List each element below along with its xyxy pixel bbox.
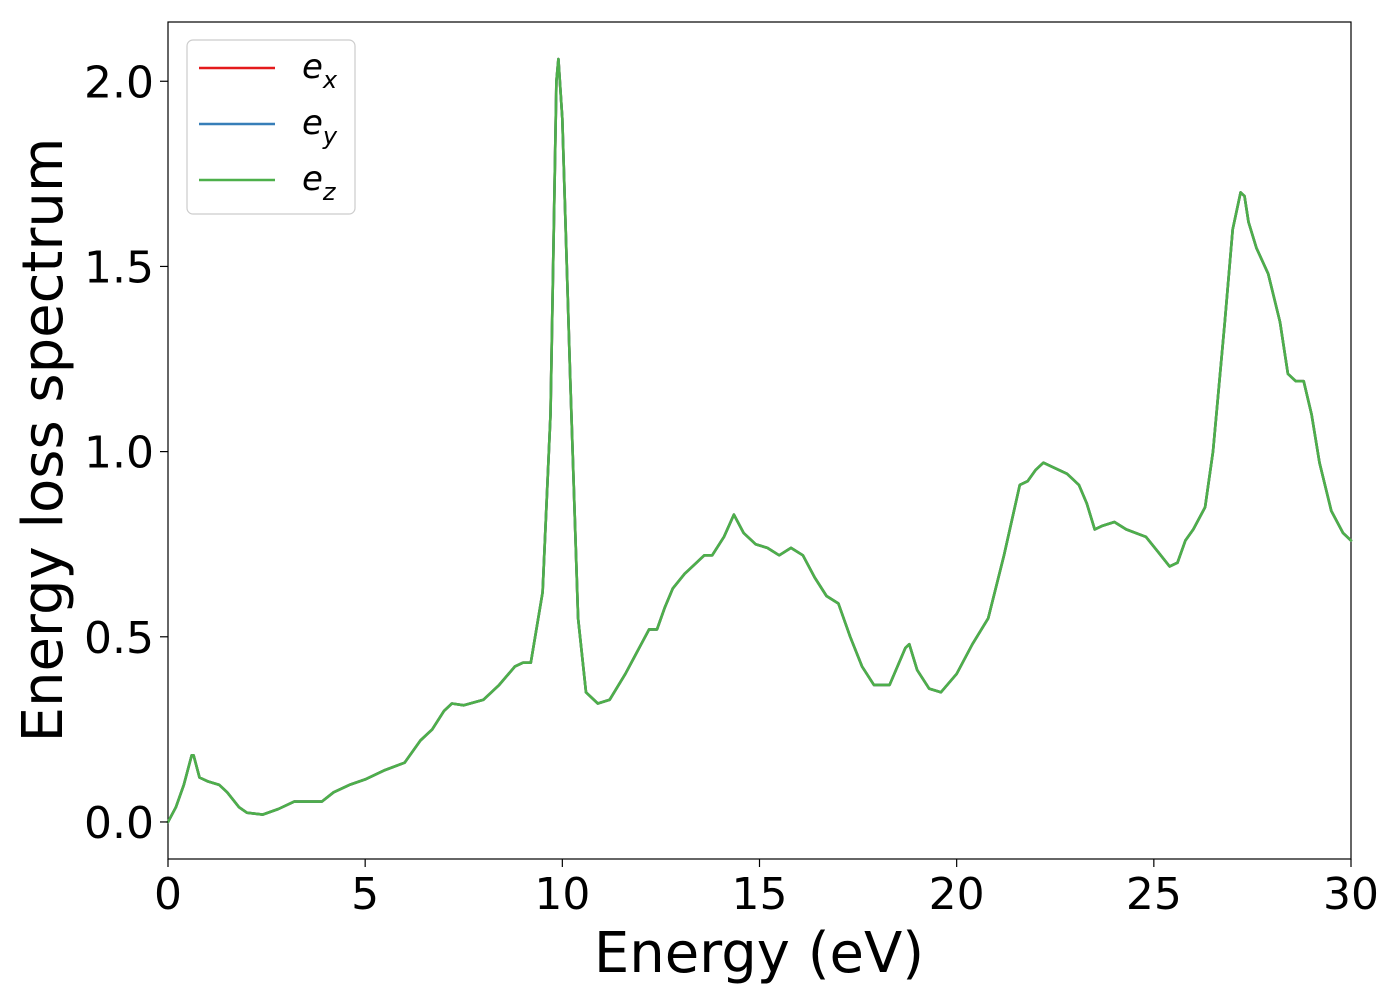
plot-area (167, 21, 1352, 860)
x-tick-label: 5 (351, 869, 379, 920)
y-tick-label: 2.0 (84, 57, 154, 108)
y-axis-title: Energy loss spectrum (11, 138, 76, 743)
x-tick-label: 20 (929, 869, 985, 920)
y-tick-label: 0.0 (84, 798, 154, 849)
y-tick-label: 1.0 (84, 428, 154, 479)
y-tick-label: 1.5 (84, 242, 154, 293)
y-axis-ticks: 0.0 0.5 1.0 1.5 2.0 (84, 57, 168, 849)
x-tick-label: 30 (1323, 869, 1379, 920)
x-tick-label: 25 (1126, 869, 1182, 920)
x-axis-title: Energy (eV) (594, 921, 924, 986)
x-tick-label: 15 (732, 869, 788, 920)
legend-box (186, 39, 356, 215)
legend-label-ez: ez (302, 159, 337, 206)
y-tick-label: 0.5 (84, 613, 154, 664)
x-tick-label: 10 (534, 869, 590, 920)
x-axis-ticks: 0 5 10 15 20 25 30 (154, 859, 1379, 920)
x-tick-label: 0 (154, 869, 182, 920)
series-line-e-z (166, 57, 1353, 824)
series-layer (166, 57, 1353, 824)
